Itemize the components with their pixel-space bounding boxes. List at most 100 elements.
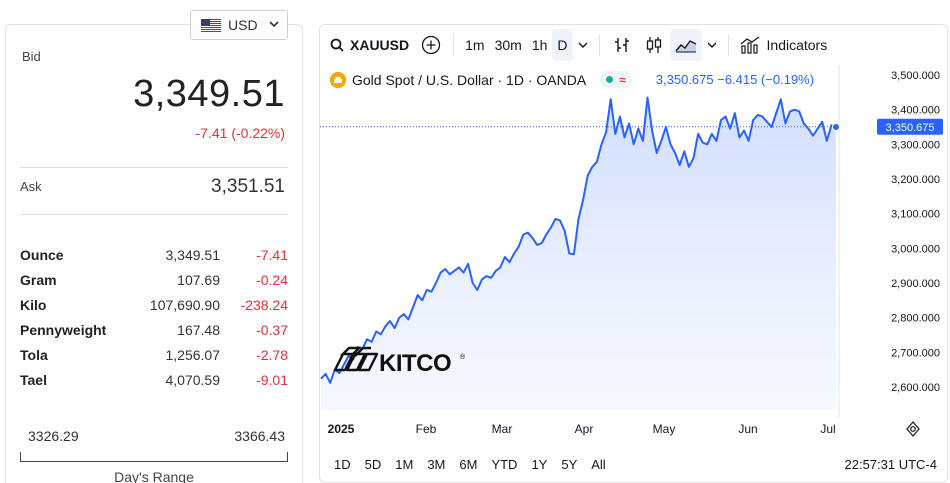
chart-toolbar: XAUUSD 1m 30m 1h D Indicators bbox=[320, 25, 947, 65]
range-5y-button[interactable]: 5Y bbox=[561, 456, 578, 472]
gold-coin-icon bbox=[330, 71, 346, 88]
bar-chart-style-button[interactable] bbox=[606, 29, 638, 61]
unit-name: Tael bbox=[20, 371, 47, 388]
y-tick-label: 2,900.000 bbox=[891, 278, 940, 290]
x-tick-label: Mar bbox=[492, 422, 513, 436]
interval-1h-button[interactable]: 1h bbox=[531, 37, 548, 53]
x-tick-label: Jul bbox=[820, 422, 835, 436]
day-range-bar bbox=[20, 452, 288, 462]
clock-display[interactable]: 22:57:31 UTC-4 bbox=[844, 456, 938, 472]
range-6m-button[interactable]: 6M bbox=[459, 456, 478, 472]
y-tick-label: 3,100.000 bbox=[891, 209, 940, 221]
x-tick-label: 2025 bbox=[328, 422, 355, 436]
unit-change: -238.24 bbox=[240, 296, 288, 313]
unit-price: 1,256.07 bbox=[165, 346, 221, 363]
indicators-label: Indicators bbox=[766, 37, 828, 53]
unit-price: 3,349.51 bbox=[165, 246, 221, 263]
interval-d-button[interactable]: D bbox=[552, 29, 573, 61]
unit-price: 167.48 bbox=[177, 321, 220, 338]
unit-name: Pennyweight bbox=[20, 321, 107, 338]
unit-name: Kilo bbox=[20, 296, 47, 313]
bid-value: 3,349.51 bbox=[133, 73, 285, 115]
symbol-search-button[interactable]: XAUUSD bbox=[320, 29, 415, 61]
symbol-label: XAUUSD bbox=[350, 37, 410, 53]
unit-row-gram: Gram 107.69 -0.24 bbox=[20, 267, 288, 292]
legend-title: Gold Spot / U.S. Dollar · 1D · OANDA bbox=[352, 71, 587, 88]
range-ytd-button[interactable]: YTD bbox=[491, 456, 518, 472]
legend-quote: 3,350.675 −6.415 (−0.19%) bbox=[655, 72, 815, 87]
interval-dropdown-button[interactable] bbox=[573, 29, 593, 61]
unit-name: Gram bbox=[20, 271, 57, 288]
unit-price-table: Ounce 3,349.51 -7.41 Gram 107.69 -0.24 K… bbox=[20, 242, 288, 392]
search-icon bbox=[330, 38, 344, 52]
last-price-tag-label: 3,350.675 bbox=[886, 122, 935, 134]
interval-30m-button[interactable]: 30m bbox=[494, 37, 522, 53]
chevron-down-icon bbox=[268, 20, 279, 31]
unit-row-kilo: Kilo 107,690.90 -238.24 bbox=[20, 292, 288, 317]
kitco-logo: KITCO ® bbox=[333, 346, 466, 377]
currency-select[interactable]: USD bbox=[190, 10, 288, 40]
day-range-high: 3366.43 bbox=[234, 428, 285, 444]
y-tick-label: 2,600.000 bbox=[891, 382, 940, 394]
chart-legend: Gold Spot / U.S. Dollar · 1D · OANDA ≈ 3… bbox=[330, 71, 814, 88]
unit-price: 107.69 bbox=[177, 271, 220, 288]
interval-1m-button[interactable]: 1m bbox=[465, 37, 485, 53]
range-5d-button[interactable]: 5D bbox=[364, 456, 382, 472]
range-bar: 1D 5D 1M 3M 6M YTD 1Y 5Y All 22:57:31 UT… bbox=[320, 449, 947, 479]
unit-price: 4,070.59 bbox=[165, 371, 221, 388]
y-tick-label: 3,200.000 bbox=[891, 174, 940, 186]
indicators-button[interactable]: Indicators bbox=[735, 29, 833, 61]
y-tick-label: 2,700.000 bbox=[891, 347, 940, 359]
range-1y-button[interactable]: 1Y bbox=[531, 456, 548, 472]
unit-change: -2.78 bbox=[256, 346, 288, 363]
unit-change: -7.41 bbox=[256, 246, 288, 263]
add-circle-icon bbox=[421, 35, 441, 55]
gear-icon[interactable] bbox=[906, 421, 920, 437]
ask-value: 3,351.51 bbox=[211, 176, 285, 197]
unit-change: -0.24 bbox=[256, 271, 288, 288]
range-1d-button[interactable]: 1D bbox=[334, 456, 351, 472]
y-tick-label: 2,800.000 bbox=[891, 313, 940, 325]
separator bbox=[453, 34, 455, 56]
unit-change: -9.01 bbox=[256, 371, 288, 388]
indicators-icon bbox=[740, 36, 759, 54]
divider bbox=[20, 214, 288, 215]
chart-panel: XAUUSD 1m 30m 1h D Indicators 2,6 bbox=[319, 24, 948, 483]
bars-chart-icon bbox=[614, 38, 629, 52]
price-panel: Bid 3,349.51 -7.41 (-0.22%) Ask 3,351.51… bbox=[5, 24, 303, 483]
svg-text:KITCO: KITCO bbox=[379, 350, 451, 377]
day-range-low: 3326.29 bbox=[28, 428, 79, 444]
compare-button[interactable] bbox=[415, 29, 447, 61]
last-price-point bbox=[832, 123, 840, 131]
price-chart[interactable]: 2,600.000 2,700.000 2,800.000 2,900.000 3,00… bbox=[320, 25, 948, 483]
x-tick-label: Apr bbox=[575, 422, 594, 436]
price-line bbox=[320, 96, 837, 384]
bid-label: Bid bbox=[22, 49, 41, 64]
y-tick-label: 3,000.000 bbox=[891, 243, 940, 255]
day-range-label: Day's Range bbox=[114, 469, 194, 483]
currency-label: USD bbox=[228, 17, 258, 33]
candle-chart-style-button[interactable] bbox=[638, 29, 670, 61]
y-tick-label: 3,500.000 bbox=[891, 70, 940, 82]
y-tick-label: 3,400.000 bbox=[891, 105, 940, 117]
unit-row-tola: Tola 1,256.07 -2.78 bbox=[20, 342, 288, 367]
x-tick-label: May bbox=[653, 422, 676, 436]
market-status-badge[interactable]: ≈ bbox=[600, 71, 632, 88]
chart-style-dropdown-button[interactable] bbox=[702, 29, 722, 61]
divider bbox=[20, 167, 288, 168]
area-chart-style-button[interactable] bbox=[669, 29, 702, 61]
x-tick-label: Feb bbox=[416, 422, 437, 436]
market-open-dot bbox=[606, 76, 614, 83]
unit-change: -0.37 bbox=[256, 321, 288, 338]
range-1m-button[interactable]: 1M bbox=[395, 456, 414, 472]
range-all-button[interactable]: All bbox=[591, 456, 606, 472]
y-tick-label: 3,300.000 bbox=[891, 139, 940, 151]
unit-row-tael: Tael 4,070.59 -9.01 bbox=[20, 367, 288, 392]
ask-label: Ask bbox=[20, 179, 42, 194]
unit-row-ounce: Ounce 3,349.51 -7.41 bbox=[20, 242, 288, 267]
range-3m-button[interactable]: 3M bbox=[427, 456, 446, 472]
wave-icon: ≈ bbox=[619, 72, 626, 87]
price-area-fill bbox=[321, 97, 836, 410]
chevron-down-icon bbox=[707, 42, 717, 48]
svg-text:®: ® bbox=[460, 353, 466, 361]
